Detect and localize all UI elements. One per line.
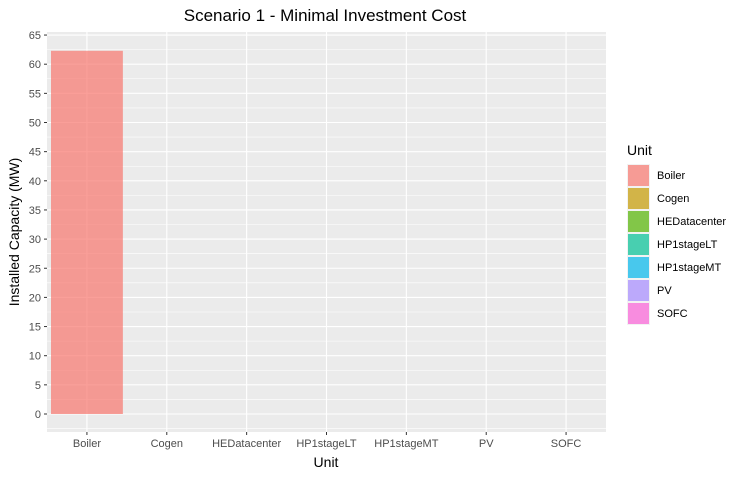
legend-label-hedatacenter: HEDatacenter: [657, 216, 726, 228]
y-tick-label: 60: [29, 59, 41, 71]
x-tick-label: HP1stageLT: [296, 438, 357, 450]
legend-swatch-pv: [628, 280, 649, 301]
x-tick-label: PV: [479, 438, 494, 450]
legend-label-boiler: Boiler: [657, 170, 685, 182]
y-tick-label: 40: [29, 176, 41, 188]
bars: [50, 50, 123, 414]
y-axis-ticks: 0 5 10 15 20 25 30 35 40 45 50 55 60 65: [29, 30, 47, 421]
legend-title: Unit: [627, 142, 652, 158]
x-tick-label: HP1stageMT: [374, 438, 438, 450]
x-tick-label: Cogen: [151, 438, 183, 450]
x-axis-title: Unit: [314, 454, 339, 470]
x-tick-label: SOFC: [551, 438, 582, 450]
legend-items: Boiler Cogen HEDatacenter HP1stageLT HP1stag…: [627, 164, 726, 325]
bar-boiler: [50, 50, 123, 414]
y-tick-label: 35: [29, 205, 41, 217]
legend-swatch-hp1stagelt: [628, 234, 649, 255]
x-tick-label: Boiler: [73, 438, 101, 450]
gridlines: [47, 32, 606, 432]
legend-label-hp1stagemt: HP1stageMT: [657, 262, 721, 274]
legend-swatch-hedatacenter: [628, 211, 649, 232]
y-tick-label: 10: [29, 351, 41, 363]
x-axis-ticks: Boiler Cogen HEDatacenter HP1stageLT HP1stag…: [73, 432, 582, 450]
legend-label-cogen: Cogen: [657, 193, 689, 205]
y-tick-label: 45: [29, 147, 41, 159]
legend-swatch-sofc: [628, 303, 649, 324]
x-tick-label: HEDatacenter: [212, 438, 281, 450]
y-tick-label: 5: [35, 380, 41, 392]
y-tick-label: 50: [29, 118, 41, 130]
legend-label-pv: PV: [657, 285, 672, 297]
y-axis-title: Installed Capacity (MW): [6, 158, 22, 307]
legend: Unit Boiler Cogen HEDatacenter HP1stageLT HP…: [627, 142, 726, 325]
y-tick-label: 20: [29, 292, 41, 304]
legend-swatch-hp1stagemt: [628, 257, 649, 278]
y-tick-label: 25: [29, 263, 41, 275]
y-tick-label: 15: [29, 322, 41, 334]
y-tick-label: 65: [29, 30, 41, 42]
y-tick-label: 0: [35, 409, 41, 421]
y-tick-label: 30: [29, 234, 41, 246]
legend-label-sofc: SOFC: [657, 308, 688, 320]
legend-swatch-cogen: [628, 188, 649, 209]
legend-label-hp1stagelt: HP1stageLT: [657, 239, 718, 251]
y-tick-label: 55: [29, 88, 41, 100]
legend-swatch-boiler: [628, 165, 649, 186]
chart-title: Scenario 1 - Minimal Investment Cost: [184, 6, 467, 25]
